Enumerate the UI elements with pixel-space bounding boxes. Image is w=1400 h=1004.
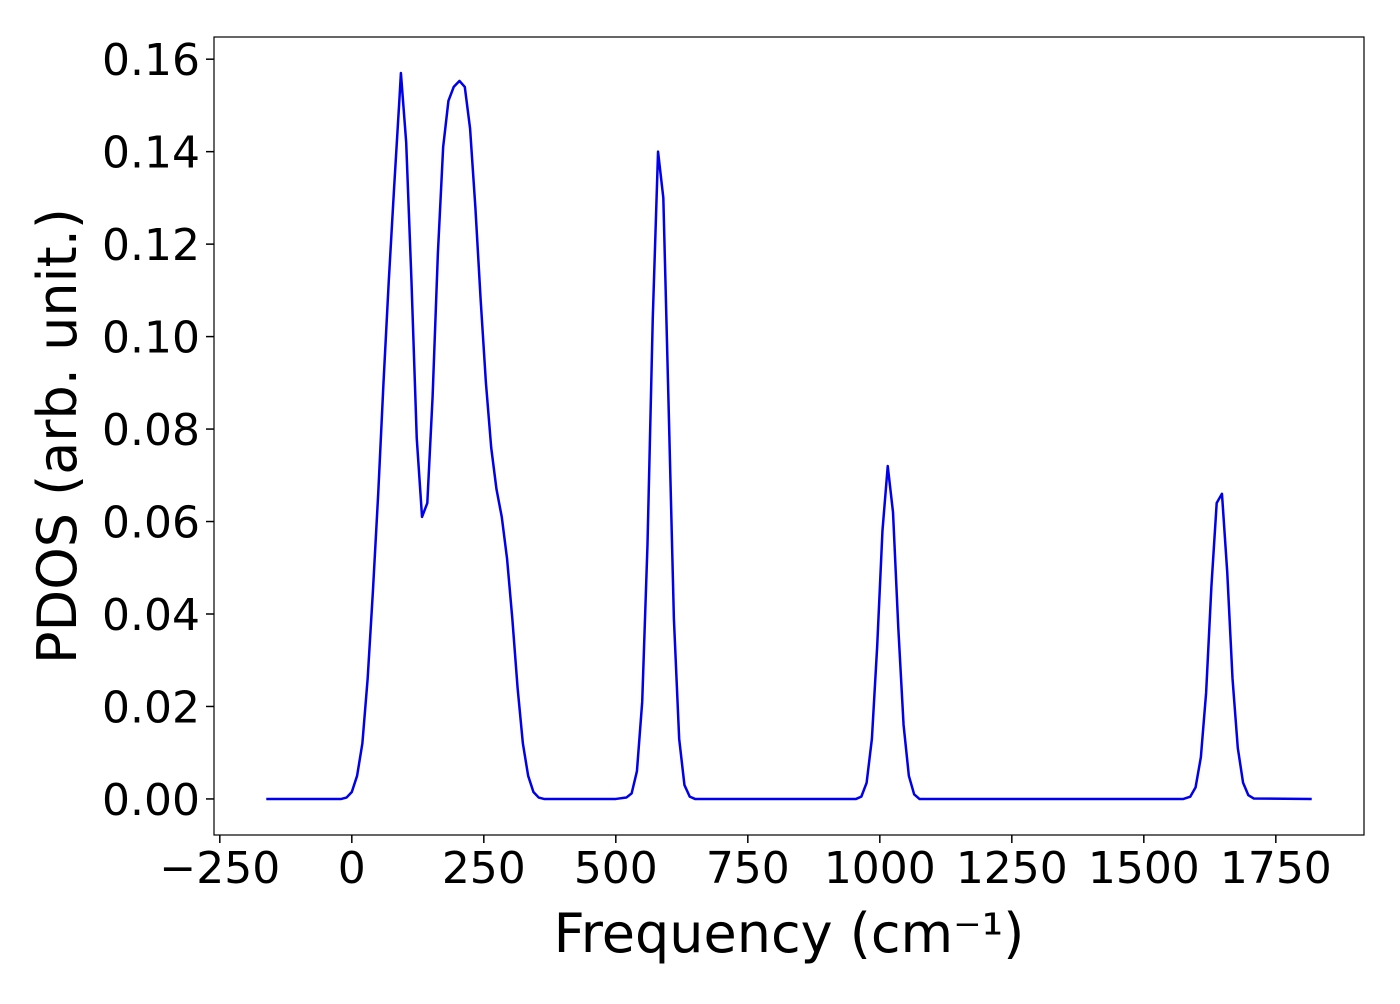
x-tick-label: −250 bbox=[159, 843, 280, 894]
x-axis-label: Frequency (cm⁻¹) bbox=[554, 902, 1025, 965]
y-axis-label: PDOS (arb. unit.) bbox=[26, 208, 89, 664]
x-tick-label: 1250 bbox=[956, 843, 1068, 894]
x-tick-label: 1500 bbox=[1088, 843, 1200, 894]
x-tick-label: 750 bbox=[706, 843, 790, 894]
x-tick-label: 250 bbox=[442, 843, 526, 894]
y-tick-label: 0.06 bbox=[102, 498, 200, 549]
y-tick-label: 0.08 bbox=[102, 405, 200, 456]
y-tick-label: 0.12 bbox=[102, 220, 200, 271]
y-tick-label: 0.00 bbox=[102, 775, 200, 826]
data-line bbox=[266, 71, 1312, 801]
plot-frame bbox=[213, 36, 1365, 836]
y-tick-label: 0.14 bbox=[102, 128, 200, 179]
y-tick-label: 0.04 bbox=[102, 590, 200, 641]
y-tick-label: 0.02 bbox=[102, 682, 200, 733]
y-tick-label: 0.16 bbox=[102, 35, 200, 86]
x-tick-label: 0 bbox=[338, 843, 366, 894]
x-tick-label: 500 bbox=[574, 843, 658, 894]
y-tick-label: 0.10 bbox=[102, 313, 200, 364]
x-tick-label: 1750 bbox=[1220, 843, 1332, 894]
x-tick-label: 1000 bbox=[824, 843, 936, 894]
